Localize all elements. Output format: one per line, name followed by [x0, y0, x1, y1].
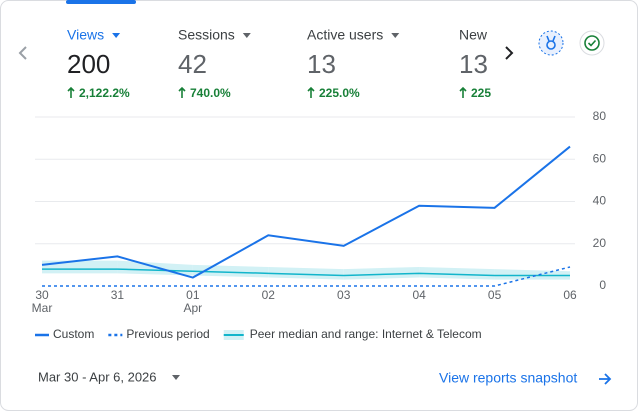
- tab-value: 13: [459, 49, 488, 79]
- tab-change: 225.0%: [319, 86, 360, 100]
- tab-label[interactable]: Views: [67, 27, 104, 43]
- status-icon[interactable]: [579, 30, 605, 56]
- y-tick-label: 20: [593, 236, 607, 250]
- up-arrow: [67, 86, 75, 98]
- next-arrow[interactable]: [505, 46, 514, 60]
- x-tick-label: 02: [262, 288, 276, 302]
- up-arrow: [178, 86, 186, 98]
- active-tab-indicator: [66, 0, 136, 4]
- peer-range-band: [268, 266, 344, 280]
- view-link[interactable]: View reports snapshot: [439, 370, 577, 386]
- legend: Custom Previous period Peer median and ran…: [35, 327, 482, 341]
- series-line: [42, 266, 571, 287]
- legend-label: Previous period: [126, 327, 209, 341]
- series-line: [42, 268, 570, 277]
- peer-range-band: [343, 266, 420, 280]
- x-tick-label: 30: [35, 288, 49, 302]
- tab-dropdown: [391, 33, 400, 38]
- x-tick-label: 03: [337, 288, 351, 302]
- y-tick-label: 60: [593, 151, 607, 165]
- date-dropdown[interactable]: [172, 375, 180, 380]
- tab-value: 42: [178, 49, 207, 79]
- x-tick-label: 04: [412, 288, 426, 302]
- y-tick-label: 40: [593, 194, 607, 208]
- insights-icon[interactable]: [538, 30, 564, 56]
- tab-dropdown: [242, 33, 251, 38]
- tab-label[interactable]: Sessions: [178, 27, 235, 43]
- legend-label: Custom: [53, 327, 94, 341]
- tab-label[interactable]: Active users: [307, 27, 383, 43]
- y-tick-label: 80: [593, 109, 607, 123]
- tab-change: 225: [471, 86, 491, 100]
- peer-range-band: [419, 266, 495, 280]
- link-arrow[interactable]: [599, 373, 612, 385]
- tab-change: 2,122.2%: [79, 86, 130, 100]
- tab-label[interactable]: New: [459, 27, 488, 43]
- prev-arrow[interactable]: [18, 46, 27, 60]
- x-sublabel: Apr: [184, 301, 203, 315]
- date-range[interactable]: Mar 30 - Apr 6, 2026: [38, 369, 157, 384]
- legend-label: Peer median and range: Internet & Teleco…: [250, 327, 482, 341]
- peer-range-band: [42, 260, 118, 274]
- x-tick-label: 05: [488, 288, 502, 302]
- up-arrow: [459, 86, 467, 98]
- x-tick-label: 06: [563, 288, 577, 302]
- x-sublabel: Mar: [32, 301, 53, 315]
- y-tick-label: 0: [599, 278, 606, 292]
- x-tick-label: 31: [111, 288, 125, 302]
- tabs: Views 200 2,122.2% Sessions 42 740.0% Active u…: [67, 27, 491, 100]
- x-tick-label: 01: [186, 288, 200, 302]
- series-line: [41, 145, 571, 279]
- tab-change: 740.0%: [190, 86, 231, 100]
- tab-value: 200: [67, 49, 110, 79]
- tab-value: 13: [307, 49, 336, 79]
- tab-dropdown: [112, 33, 121, 38]
- up-arrow: [307, 86, 315, 98]
